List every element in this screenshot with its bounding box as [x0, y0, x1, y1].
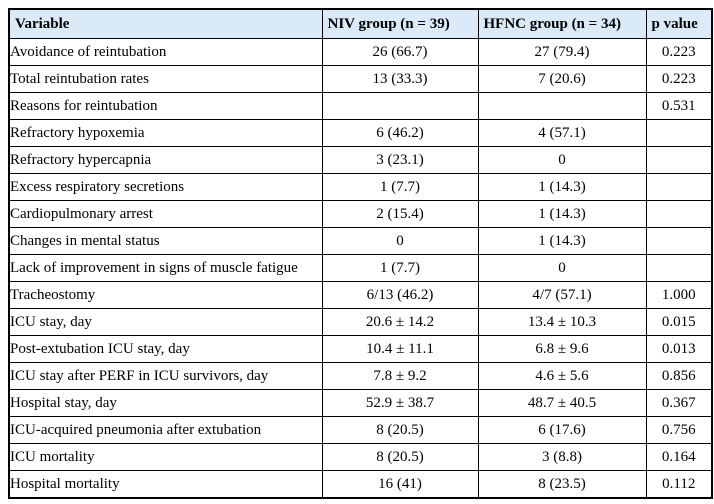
- table-row: Avoidance of reintubation 26 (66.7) 27 (79…: [8, 38, 713, 66]
- table-row: Total reintubation rates 13 (33.3) 7 (20.6…: [8, 65, 713, 93]
- p-value-cell: [645, 119, 713, 147]
- table-row: Lack of improvement in signs of muscle f…: [8, 254, 713, 282]
- table-row: Excess respiratory secretions 1 (7.7) 1 (1…: [8, 173, 713, 201]
- variable-cell: Changes in mental status: [8, 227, 323, 255]
- p-value-cell: 0.223: [645, 65, 713, 93]
- header-row: Variable NIV group (n = 39) HFNC group (…: [8, 8, 713, 39]
- table-row: Cardiopulmonary arrest 2 (15.4) 1 (14.3): [8, 200, 713, 228]
- niv-group-cell: 20.6 ± 14.2: [321, 308, 479, 336]
- variable-cell: Reasons for reintubation: [8, 92, 323, 120]
- niv-group-cell: 3 (23.1): [321, 146, 479, 174]
- hfnc-group-cell: 8 (23.5): [477, 470, 647, 499]
- p-value-cell: 0.367: [645, 389, 713, 417]
- p-value-cell: 0.112: [645, 470, 713, 499]
- niv-group-cell: 8 (20.5): [321, 416, 479, 444]
- niv-group-cell: 1 (7.7): [321, 173, 479, 201]
- variable-cell: Avoidance of reintubation: [8, 38, 323, 66]
- niv-group-cell: 2 (15.4): [321, 200, 479, 228]
- table-body: Avoidance of reintubation 26 (66.7) 27 (79…: [8, 38, 713, 499]
- p-value-cell: 0.531: [645, 92, 713, 120]
- column-header-p-value: p value: [645, 8, 713, 39]
- p-value-cell: 0.164: [645, 443, 713, 471]
- hfnc-group-cell: 1 (14.3): [477, 173, 647, 201]
- p-value-cell: [645, 254, 713, 282]
- p-value-cell: 0.856: [645, 362, 713, 390]
- p-value-cell: 0.756: [645, 416, 713, 444]
- p-value-cell: 0.015: [645, 308, 713, 336]
- variable-cell: Post-extubation ICU stay, day: [8, 335, 323, 363]
- p-value-cell: 1.000: [645, 281, 713, 309]
- hfnc-group-cell: 48.7 ± 40.5: [477, 389, 647, 417]
- niv-group-cell: 1 (7.7): [321, 254, 479, 282]
- hfnc-group-cell: 6 (17.6): [477, 416, 647, 444]
- variable-cell: ICU mortality: [8, 443, 323, 471]
- p-value-cell: 0.013: [645, 335, 713, 363]
- table-row: ICU-acquired pneumonia after extubation 8…: [8, 416, 713, 444]
- hfnc-group-cell: 3 (8.8): [477, 443, 647, 471]
- hfnc-group-cell: 1 (14.3): [477, 227, 647, 255]
- niv-group-cell: 26 (66.7): [321, 38, 479, 66]
- hfnc-group-cell: 27 (79.4): [477, 38, 647, 66]
- table-row: ICU mortality 8 (20.5) 3 (8.8) 0.164: [8, 443, 713, 471]
- niv-group-cell: 13 (33.3): [321, 65, 479, 93]
- table-row: ICU stay, day 20.6 ± 14.2 13.4 ± 10.3 0.015: [8, 308, 713, 336]
- niv-group-cell: 6 (46.2): [321, 119, 479, 147]
- table-row: Tracheostomy 6/13 (46.2) 4/7 (57.1) 1.000: [8, 281, 713, 309]
- table-row: Refractory hypercapnia 3 (23.1) 0: [8, 146, 713, 174]
- niv-group-cell: 16 (41): [321, 470, 479, 499]
- variable-cell: ICU-acquired pneumonia after extubation: [8, 416, 323, 444]
- hfnc-group-cell: 4/7 (57.1): [477, 281, 647, 309]
- hfnc-group-cell: 7 (20.6): [477, 65, 647, 93]
- table-row: Post-extubation ICU stay, day 10.4 ± 11.1…: [8, 335, 713, 363]
- p-value-cell: [645, 227, 713, 255]
- column-header-niv-group: NIV group (n = 39): [321, 8, 479, 39]
- hfnc-group-cell: 0: [477, 146, 647, 174]
- variable-cell: Refractory hypoxemia: [8, 119, 323, 147]
- variable-cell: Total reintubation rates: [8, 65, 323, 93]
- variable-cell: Cardiopulmonary arrest: [8, 200, 323, 228]
- variable-cell: Hospital stay, day: [8, 389, 323, 417]
- niv-group-cell: 0: [321, 227, 479, 255]
- table-row: Reasons for reintubation 0.531: [8, 92, 713, 120]
- hfnc-group-cell: 0: [477, 254, 647, 282]
- niv-group-cell: 6/13 (46.2): [321, 281, 479, 309]
- niv-group-cell: 8 (20.5): [321, 443, 479, 471]
- variable-cell: Refractory hypercapnia: [8, 146, 323, 174]
- variable-cell: Hospital mortality: [8, 470, 323, 499]
- p-value-cell: [645, 200, 713, 228]
- p-value-cell: 0.223: [645, 38, 713, 66]
- niv-group-cell: 52.9 ± 38.7: [321, 389, 479, 417]
- variable-cell: ICU stay, day: [8, 308, 323, 336]
- p-value-cell: [645, 173, 713, 201]
- hfnc-group-cell: 1 (14.3): [477, 200, 647, 228]
- results-table: Variable NIV group (n = 39) HFNC group (…: [8, 8, 713, 499]
- table-row: ICU stay after PERF in ICU survivors, da…: [8, 362, 713, 390]
- table-row: Hospital stay, day 52.9 ± 38.7 48.7 ± 40.5…: [8, 389, 713, 417]
- hfnc-group-cell: 4.6 ± 5.6: [477, 362, 647, 390]
- variable-cell: Lack of improvement in signs of muscle f…: [8, 254, 323, 282]
- hfnc-group-cell: 6.8 ± 9.6: [477, 335, 647, 363]
- variable-cell: ICU stay after PERF in ICU survivors, da…: [8, 362, 323, 390]
- table-row: Changes in mental status 0 1 (14.3): [8, 227, 713, 255]
- niv-group-cell: 10.4 ± 11.1: [321, 335, 479, 363]
- niv-group-cell: 7.8 ± 9.2: [321, 362, 479, 390]
- niv-group-cell: [321, 92, 479, 120]
- table-row: Hospital mortality 16 (41) 8 (23.5) 0.112: [8, 470, 713, 499]
- variable-cell: Tracheostomy: [8, 281, 323, 309]
- hfnc-group-cell: 13.4 ± 10.3: [477, 308, 647, 336]
- column-header-hfnc-group: HFNC group (n = 34): [477, 8, 647, 39]
- hfnc-group-cell: 4 (57.1): [477, 119, 647, 147]
- hfnc-group-cell: [477, 92, 647, 120]
- variable-cell: Excess respiratory secretions: [8, 173, 323, 201]
- table-row: Refractory hypoxemia 6 (46.2) 4 (57.1): [8, 119, 713, 147]
- p-value-cell: [645, 146, 713, 174]
- column-header-variable: Variable: [8, 8, 323, 39]
